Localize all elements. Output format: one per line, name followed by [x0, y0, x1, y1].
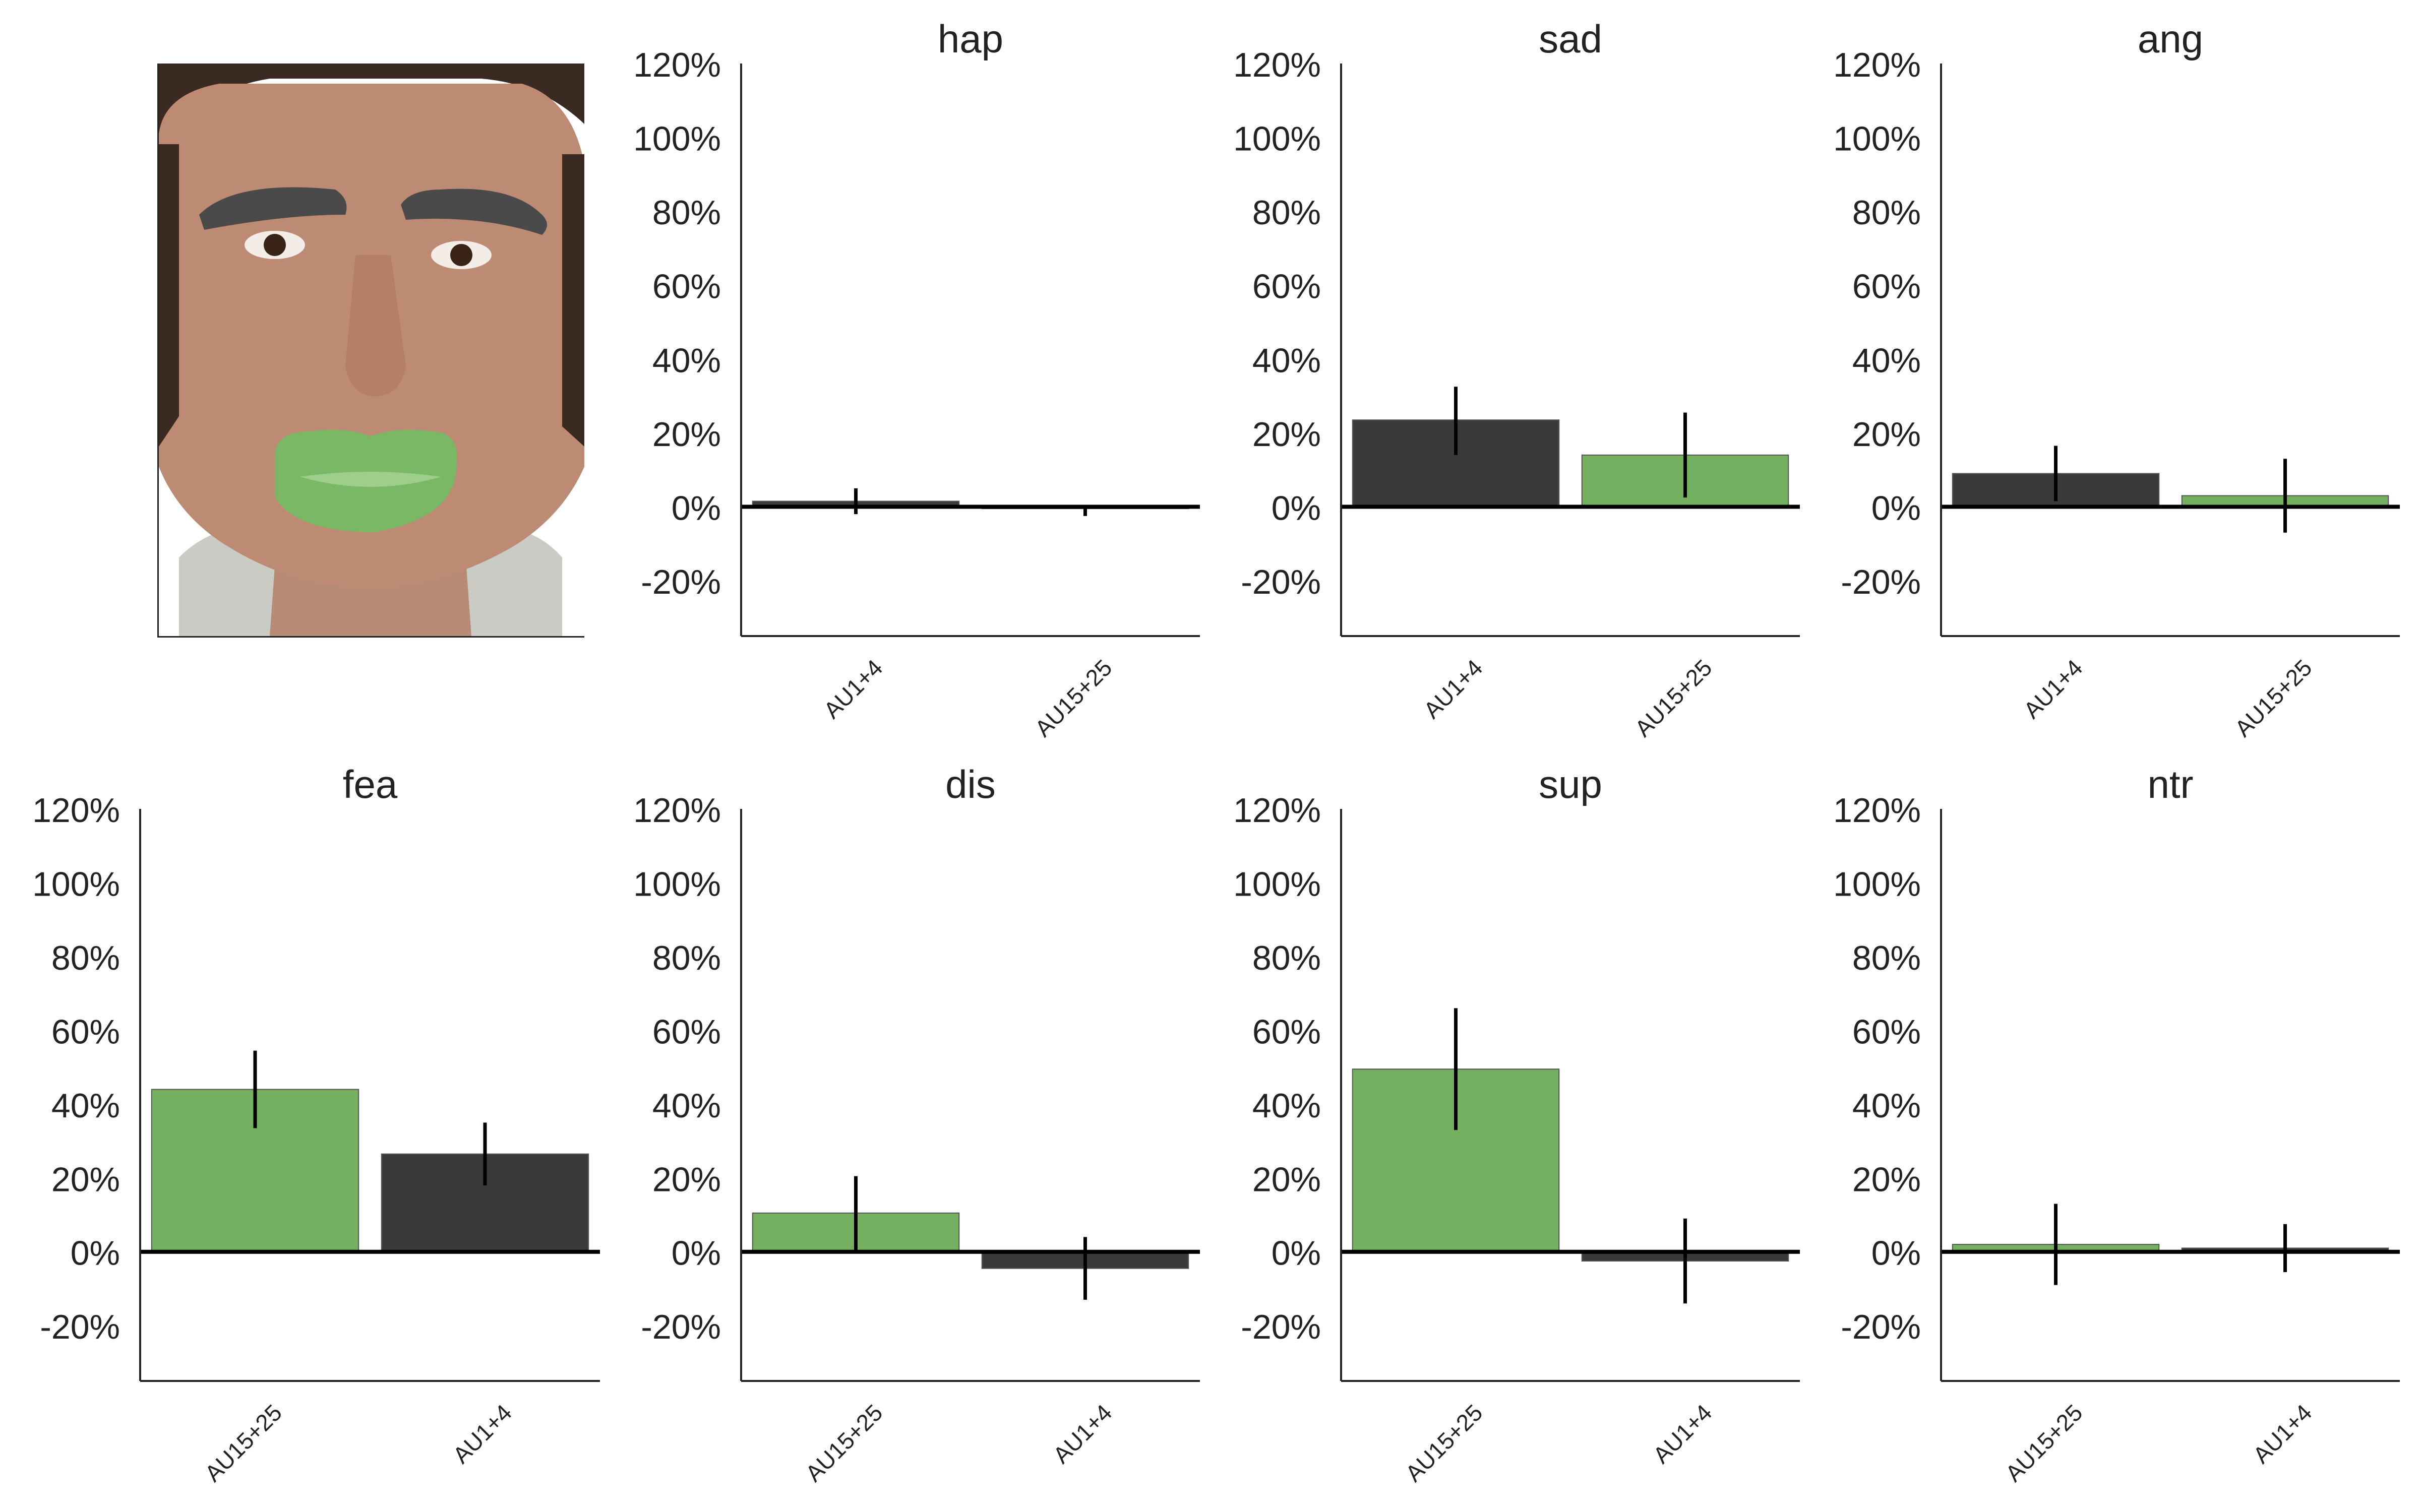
chart-title: fea: [343, 762, 398, 806]
y-tick-label: 120%: [633, 46, 721, 84]
left-brow-highlight: [199, 187, 347, 230]
chart-title: sup: [1539, 762, 1602, 806]
y-tick-label: 100%: [32, 865, 120, 903]
chart-panel-fea: fea -20% 0% 20% 40% 60% 80% 100% 120% AU15+25 AU1+…: [32, 762, 600, 1487]
chart-panel-sup: sup -20% 0% 20% 40% 60% 80% 100% 120% AU15+25 AU1+…: [1233, 762, 1800, 1487]
x-tick-label: AU15+25: [800, 1399, 887, 1486]
y-tick-label: 100%: [633, 120, 721, 158]
y-tick-label: 120%: [1233, 46, 1321, 84]
y-tick-label: -20%: [641, 563, 721, 601]
chart-panel-dis: dis -20% 0% 20% 40% 60% 80% 100% 120% AU15+25 AU1+…: [633, 762, 1200, 1487]
y-tick-label: 40%: [652, 341, 721, 380]
y-tick-label: 100%: [1833, 120, 1921, 158]
face-photo: [157, 64, 584, 638]
x-tick-label: AU15+25: [2229, 654, 2317, 741]
y-tick-label: 0%: [71, 1234, 120, 1273]
y-tick-label: 120%: [1233, 791, 1321, 830]
y-tick-label: -20%: [641, 1308, 721, 1346]
y-tick-label: 120%: [633, 791, 721, 830]
y-tick-label: 0%: [672, 489, 721, 527]
x-tick-label: AU1+4: [2248, 1399, 2317, 1468]
y-tick-label: -20%: [1241, 563, 1321, 601]
y-tick-label: 80%: [652, 194, 721, 232]
chart-panel-ang: ang -20% 0% 20% 40% 60% 80% 100% 120% AU1+4 AU15+2…: [1833, 17, 2400, 742]
y-tick-label: 120%: [32, 791, 120, 830]
chart-panel-sad: sad -20% 0% 20% 40% 60% 80% 100% 120% AU1+4 AU15+2…: [1233, 17, 1800, 742]
y-tick-label: 40%: [1852, 341, 1921, 380]
y-tick-label: 60%: [1852, 1013, 1921, 1051]
x-tick-label: AU15+25: [2000, 1399, 2087, 1486]
y-tick-label: 60%: [51, 1013, 120, 1051]
y-tick-label: 100%: [1233, 865, 1321, 903]
y-tick-label: 60%: [1852, 268, 1921, 306]
y-tick-label: 20%: [51, 1160, 120, 1199]
x-tick-label: AU15+25: [1030, 654, 1117, 741]
nose-shape: [345, 255, 406, 396]
y-tick-label: 20%: [1852, 415, 1921, 454]
x-tick-label: AU15+25: [1400, 1399, 1487, 1486]
y-tick-label: 40%: [1852, 1087, 1921, 1125]
x-tick-label: AU1+4: [448, 1399, 517, 1468]
y-tick-label: 0%: [1871, 489, 1921, 527]
y-tick-label: 80%: [1852, 939, 1921, 977]
y-tick-label: 20%: [652, 1160, 721, 1199]
y-tick-label: 100%: [1833, 865, 1921, 903]
y-tick-label: 20%: [1852, 1160, 1921, 1199]
y-tick-label: 60%: [652, 1013, 721, 1051]
x-tick-label: AU1+4: [1648, 1399, 1717, 1468]
y-tick-label: 20%: [1252, 1160, 1321, 1199]
y-tick-label: 0%: [672, 1234, 721, 1273]
chart-title: ntr: [2147, 762, 2193, 806]
x-tick-label: AU1+4: [1048, 1399, 1117, 1468]
chart-title: dis: [945, 762, 996, 806]
y-tick-label: 20%: [652, 415, 721, 454]
y-tick-label: 100%: [633, 865, 721, 903]
y-tick-label: 80%: [51, 939, 120, 977]
chart-title: sad: [1539, 17, 1602, 61]
y-tick-label: 100%: [1233, 120, 1321, 158]
y-tick-label: 120%: [1833, 791, 1921, 830]
y-tick-label: -20%: [40, 1308, 120, 1346]
y-tick-label: 80%: [1252, 194, 1321, 232]
x-tick-label: AU15+25: [200, 1399, 287, 1486]
y-tick-label: -20%: [1241, 1308, 1321, 1346]
y-tick-label: 80%: [1252, 939, 1321, 977]
y-tick-label: -20%: [1841, 563, 1921, 601]
chart-panel-hap: hap -20% 0% 20% 40% 60% 80% 100% 120% AU1+4 AU15+2…: [633, 17, 1200, 742]
y-tick-label: 80%: [1852, 194, 1921, 232]
chart-panel-ntr: ntr -20% 0% 20% 40% 60% 80% 100% 120% AU15+25 AU1+…: [1833, 762, 2400, 1487]
y-tick-label: -20%: [1841, 1308, 1921, 1346]
y-tick-label: 120%: [1833, 46, 1921, 84]
chart-title: ang: [2138, 17, 2203, 61]
y-tick-label: 60%: [1252, 268, 1321, 306]
x-tick-label: AU1+4: [818, 654, 887, 723]
face-illustration: [159, 64, 584, 636]
y-tick-label: 0%: [1272, 1234, 1321, 1273]
y-tick-label: 60%: [1252, 1013, 1321, 1051]
y-tick-label: 0%: [1272, 489, 1321, 527]
right-brow-highlight: [401, 188, 547, 235]
y-tick-label: 20%: [1252, 415, 1321, 454]
hair-shape: [159, 64, 584, 144]
x-tick-label: AU1+4: [1418, 654, 1487, 723]
y-tick-label: 60%: [652, 268, 721, 306]
chart-title: hap: [938, 17, 1003, 61]
y-tick-label: 80%: [652, 939, 721, 977]
y-tick-label: 40%: [1252, 1087, 1321, 1125]
y-tick-label: 40%: [51, 1087, 120, 1125]
y-tick-label: 40%: [1252, 341, 1321, 380]
y-tick-label: 0%: [1871, 1234, 1921, 1273]
x-tick-label: AU1+4: [2018, 654, 2087, 723]
x-tick-label: AU15+25: [1629, 654, 1717, 741]
y-tick-label: 40%: [652, 1087, 721, 1125]
